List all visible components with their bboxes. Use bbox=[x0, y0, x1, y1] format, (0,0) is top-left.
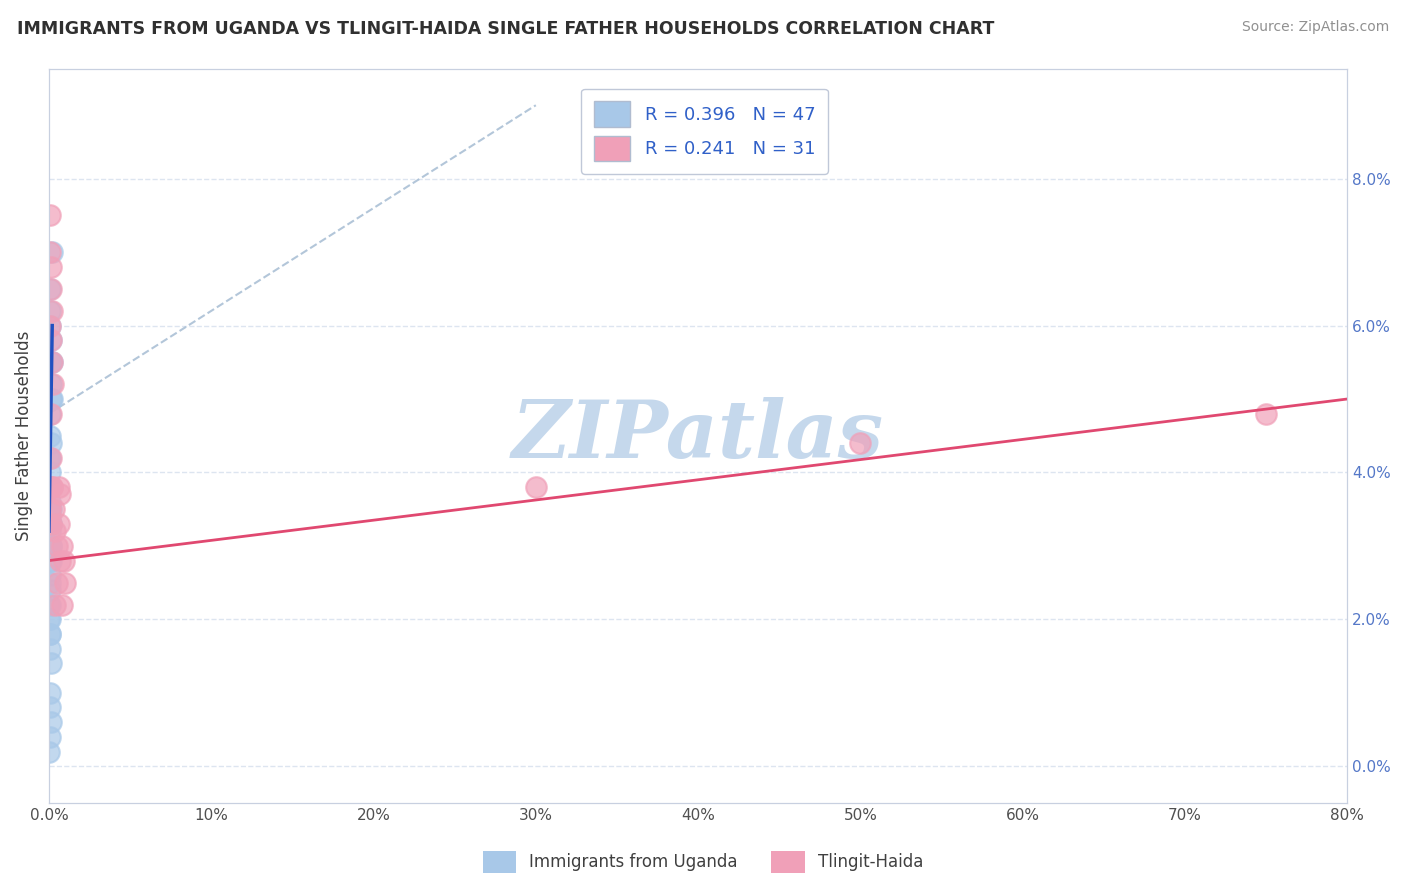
Point bbox=[46, 575, 69, 590]
Point bbox=[39, 553, 62, 567]
Point bbox=[42, 502, 65, 516]
Point bbox=[849, 436, 872, 450]
Point bbox=[39, 509, 62, 524]
Point bbox=[39, 407, 62, 421]
Point bbox=[41, 480, 63, 494]
Point bbox=[44, 524, 66, 539]
Point bbox=[39, 436, 62, 450]
Point bbox=[39, 516, 62, 531]
Point bbox=[41, 377, 63, 392]
Point bbox=[39, 598, 62, 612]
Text: ZIPatlas: ZIPatlas bbox=[512, 397, 884, 475]
Point bbox=[49, 553, 72, 567]
Point bbox=[42, 377, 65, 392]
Point bbox=[38, 495, 60, 509]
Point bbox=[41, 355, 63, 369]
Point bbox=[41, 304, 63, 318]
Point bbox=[39, 502, 62, 516]
Point bbox=[39, 318, 62, 333]
Point bbox=[1256, 407, 1278, 421]
Point bbox=[41, 392, 63, 406]
Point bbox=[39, 524, 62, 539]
Point bbox=[39, 333, 62, 347]
Point bbox=[38, 598, 60, 612]
Text: IMMIGRANTS FROM UGANDA VS TLINGIT-HAIDA SINGLE FATHER HOUSEHOLDS CORRELATION CHA: IMMIGRANTS FROM UGANDA VS TLINGIT-HAIDA … bbox=[17, 20, 994, 37]
Point bbox=[39, 355, 62, 369]
Point bbox=[38, 450, 60, 465]
Legend: Immigrants from Uganda, Tlingit-Haida: Immigrants from Uganda, Tlingit-Haida bbox=[477, 845, 929, 880]
Point bbox=[53, 575, 76, 590]
Point bbox=[39, 627, 62, 641]
Point bbox=[38, 318, 60, 333]
Point bbox=[39, 260, 62, 274]
Point bbox=[38, 627, 60, 641]
Point bbox=[38, 466, 60, 480]
Point bbox=[39, 612, 62, 626]
Point bbox=[39, 304, 62, 318]
Point bbox=[51, 598, 73, 612]
Point bbox=[41, 450, 63, 465]
Point bbox=[41, 282, 63, 296]
Point bbox=[39, 686, 62, 700]
Point bbox=[39, 450, 62, 465]
Point bbox=[39, 245, 62, 260]
Point bbox=[38, 730, 60, 744]
Point bbox=[39, 657, 62, 671]
Point bbox=[39, 516, 62, 531]
Text: Source: ZipAtlas.com: Source: ZipAtlas.com bbox=[1241, 20, 1389, 34]
Point bbox=[48, 480, 70, 494]
Point bbox=[41, 355, 63, 369]
Point bbox=[44, 598, 66, 612]
Point bbox=[39, 539, 62, 553]
Point bbox=[38, 575, 60, 590]
Point bbox=[38, 282, 60, 296]
Point bbox=[38, 428, 60, 442]
Point bbox=[39, 582, 62, 597]
Point bbox=[38, 480, 60, 494]
Point bbox=[41, 392, 63, 406]
Point bbox=[39, 553, 62, 567]
Point bbox=[39, 516, 62, 531]
Point bbox=[39, 480, 62, 494]
Point bbox=[39, 502, 62, 516]
Point bbox=[38, 745, 60, 759]
Point bbox=[38, 407, 60, 421]
Point bbox=[38, 612, 60, 626]
Point bbox=[52, 553, 75, 567]
Point bbox=[38, 539, 60, 553]
Point bbox=[39, 641, 62, 656]
Point bbox=[51, 539, 73, 553]
Point bbox=[39, 333, 62, 347]
Point bbox=[41, 480, 63, 494]
Point bbox=[41, 245, 63, 260]
Y-axis label: Single Father Households: Single Father Households bbox=[15, 331, 32, 541]
Point bbox=[38, 480, 60, 494]
Point bbox=[39, 539, 62, 553]
Point bbox=[39, 715, 62, 730]
Point bbox=[38, 568, 60, 582]
Point bbox=[49, 487, 72, 501]
Legend: R = 0.396   N = 47, R = 0.241   N = 31: R = 0.396 N = 47, R = 0.241 N = 31 bbox=[581, 88, 828, 174]
Point bbox=[46, 539, 69, 553]
Point bbox=[48, 516, 70, 531]
Point bbox=[39, 502, 62, 516]
Point bbox=[524, 480, 547, 494]
Point bbox=[38, 700, 60, 714]
Point bbox=[38, 208, 60, 222]
